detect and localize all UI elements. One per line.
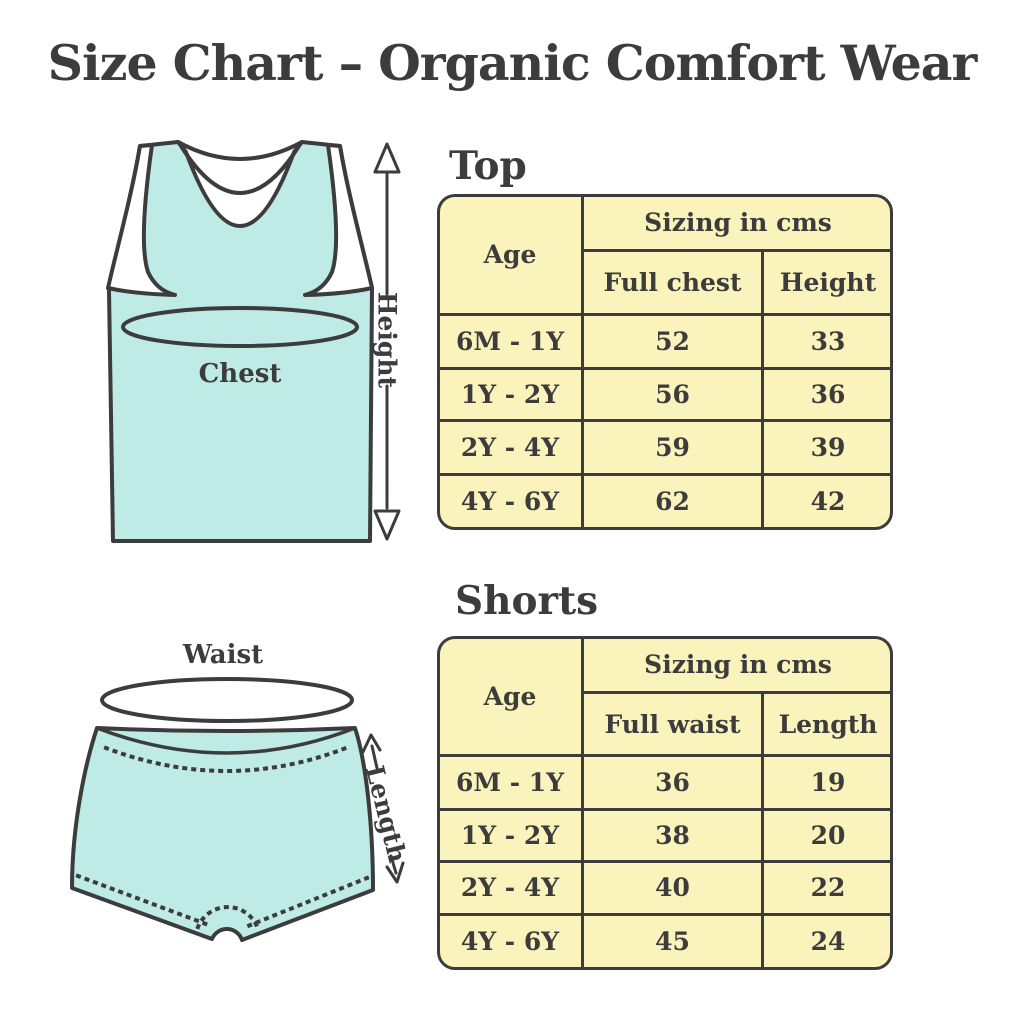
table-row: 6M - 1Y 36 19 — [440, 754, 890, 812]
waist-label: Waist — [182, 640, 263, 670]
waist-measure-ellipse — [100, 677, 354, 723]
height-arrow-head-top — [373, 142, 401, 174]
value-cell: 36 — [581, 754, 764, 812]
shorts-section-heading: Shorts — [455, 578, 599, 624]
page-title: Size Chart – Organic Comfort Wear — [47, 34, 978, 92]
age-cell: 1Y - 2Y — [440, 808, 584, 864]
full-chest-column-header: Full chest — [581, 249, 764, 316]
table-header-row: Age Sizing in cms — [440, 639, 890, 758]
chest-measure-ellipse — [121, 306, 359, 348]
value-cell: 62 — [581, 472, 764, 527]
age-cell: 2Y - 4Y — [440, 860, 584, 916]
value-cell: 22 — [760, 860, 890, 916]
length-arrow-head-top — [361, 733, 382, 754]
height-label: Height — [373, 292, 402, 389]
shorts-illustration: Waist Length — [70, 640, 412, 942]
age-cell: 2Y - 4Y — [440, 419, 584, 476]
table-row: 1Y - 2Y 56 36 — [440, 367, 890, 423]
age-column-header: Age — [440, 197, 584, 316]
table-row: 2Y - 4Y 59 39 — [440, 419, 890, 476]
value-cell: 24 — [760, 912, 890, 967]
sizing-header: Sizing in cms — [580, 639, 890, 694]
table-subheader-row: Full chest Height — [440, 249, 890, 316]
tank-neck-opening — [176, 140, 304, 228]
top-section-heading: Top — [449, 143, 527, 189]
value-cell: 40 — [581, 860, 764, 916]
shorts-crotch-stitching-arc — [195, 905, 261, 932]
table-row: 6M - 1Y 52 33 — [440, 312, 890, 371]
age-column-header: Age — [440, 639, 584, 758]
age-cell: 1Y - 2Y — [440, 367, 584, 423]
age-cell: 4Y - 6Y — [440, 912, 584, 967]
tank-neck-trim-line — [179, 144, 301, 195]
shorts-size-table: Age Sizing in cms Full waist Length 6M -… — [437, 636, 893, 970]
value-cell: 19 — [760, 754, 890, 812]
top-size-table: Age Sizing in cms Full chest Height 6M -… — [437, 194, 893, 530]
value-cell: 56 — [581, 367, 764, 423]
table-row: 4Y - 6Y 45 24 — [440, 912, 890, 967]
table-row: 2Y - 4Y 40 22 — [440, 860, 890, 916]
table-subheader-row: Full waist Length — [440, 690, 890, 758]
shorts-body — [70, 726, 375, 942]
value-cell: 38 — [581, 808, 764, 864]
value-cell: 33 — [760, 312, 890, 371]
height-column-header: Height — [760, 249, 890, 316]
value-cell: 36 — [760, 367, 890, 423]
length-column-header: Length — [760, 690, 890, 758]
height-arrow-head-bottom — [373, 509, 401, 541]
age-cell: 6M - 1Y — [440, 754, 584, 812]
shorts-waist-stitching — [103, 745, 349, 773]
length-arrow-line-bottom — [389, 854, 398, 875]
tank-top-illustration: Chest Height — [106, 140, 402, 543]
shorts-hem-stitching-right — [245, 875, 370, 929]
length-arrow-line-top — [370, 744, 379, 770]
sizing-header: Sizing in cms — [580, 197, 890, 253]
age-cell: 6M - 1Y — [440, 312, 584, 371]
age-cell: 4Y - 6Y — [440, 472, 584, 527]
length-arrow-head-bottom — [385, 861, 405, 884]
table-row: 1Y - 2Y 38 20 — [440, 808, 890, 864]
table-header-row: Age Sizing in cms — [440, 197, 890, 316]
chest-label: Chest — [199, 359, 282, 389]
shorts-waistband-curve — [95, 726, 357, 755]
value-cell: 20 — [760, 808, 890, 864]
value-cell: 45 — [581, 912, 764, 967]
tank-armhole-trim-left — [106, 143, 177, 297]
full-waist-column-header: Full waist — [581, 690, 764, 758]
value-cell: 52 — [581, 312, 764, 371]
tank-armhole-trim-right — [303, 143, 374, 297]
value-cell: 39 — [760, 419, 890, 476]
value-cell: 42 — [760, 472, 890, 527]
table-row: 4Y - 6Y 62 42 — [440, 472, 890, 527]
value-cell: 59 — [581, 419, 764, 476]
